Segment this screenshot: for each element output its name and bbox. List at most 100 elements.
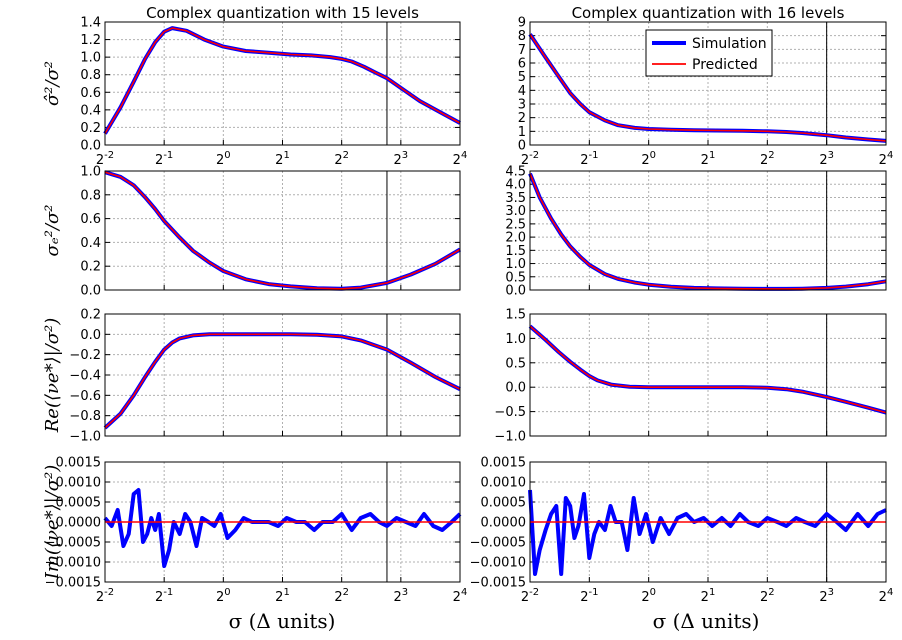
y-tick-label: 1.5 — [505, 308, 526, 323]
x-tick-label: 21 — [275, 587, 290, 605]
y-tick-label: 5 — [518, 70, 526, 85]
y-tick-label: −0.0005 — [45, 536, 101, 551]
axes-frame — [529, 21, 887, 146]
x-tick-label: 2-1 — [580, 587, 598, 605]
y-tick-label: 1.4 — [80, 16, 101, 31]
x-tick-label: 23 — [819, 587, 834, 605]
x-tick-label: 21 — [701, 150, 716, 168]
y-tick-label: 1.2 — [80, 33, 101, 48]
y-tick-label: −0.0010 — [470, 556, 526, 571]
x-tick-label: 24 — [879, 587, 894, 605]
x-tick-label: 22 — [760, 150, 775, 168]
x-tick-label: 21 — [275, 150, 290, 168]
y-tick-label: 0.0010 — [481, 476, 527, 491]
y-tick-label: 2 — [518, 111, 526, 126]
y-tick-label: 0.4 — [80, 103, 101, 118]
y-tick-label: 8 — [518, 29, 526, 44]
axes-frame — [104, 313, 461, 437]
x-tick-label: 23 — [819, 150, 834, 168]
y-tick-label: −0.0015 — [45, 576, 101, 591]
y-tick-label: 4.0 — [505, 178, 526, 193]
y-tick-label: 0.0 — [505, 284, 526, 299]
y-axis-label: σₑ²/σ² — [42, 204, 63, 256]
axes-frame — [104, 461, 461, 583]
y-tick-label: 6 — [518, 57, 526, 72]
y-tick-label: −0.0010 — [45, 556, 101, 571]
y-tick-label: 0 — [518, 139, 526, 154]
y-tick-label: −0.0005 — [470, 536, 526, 551]
y-tick-label: 1.0 — [80, 165, 101, 180]
y-tick-label: 0.0 — [80, 139, 101, 154]
x-tick-label: 2-2 — [521, 587, 539, 605]
y-tick-label: 0.5 — [505, 270, 526, 285]
y-tick-label: 3.0 — [505, 204, 526, 219]
predicted-series-line — [104, 333, 461, 429]
y-tick-label: 0.0015 — [56, 456, 102, 471]
y-tick-label: 0.0 — [80, 284, 101, 299]
y-tick-label: 0.0005 — [481, 496, 527, 511]
panel-r0c0: 0.00.20.40.60.81.01.21.42-2 2-1 20 21 22 23 24… — [42, 4, 467, 168]
y-tick-label: 2.0 — [505, 231, 526, 246]
y-tick-label: −0.2 — [69, 348, 101, 363]
y-tick-label: 1.0 — [505, 332, 526, 347]
x-tick-label: 20 — [216, 587, 231, 605]
axes-frame — [104, 170, 461, 291]
panel-r3c0: −0.0015 −0.0010 −0.0005 0.0000 0.0005 0.0010 0… — [42, 456, 467, 606]
predicted-series-line — [529, 173, 887, 290]
y-tick-label: 0.2 — [80, 308, 101, 323]
predicted-series-line — [104, 27, 461, 135]
legend-simulation-label: Simulation — [692, 36, 767, 52]
x-tick-label: 24 — [879, 150, 894, 168]
axes-frame — [529, 461, 887, 583]
y-axis-label: σ̂²/σ² — [42, 61, 63, 106]
y-tick-label: 0.0015 — [481, 456, 527, 471]
panels: 0.00.20.40.60.81.01.21.42-2 2-1 20 21 22 23 24… — [42, 4, 893, 605]
panel-r1c0: 0.0 0.2 0.4 0.6 0.8 1.0 σₑ²/σ² — [42, 165, 462, 299]
y-tick-label: −0.0015 — [470, 576, 526, 591]
x-tick-label: 2-1 — [155, 587, 173, 605]
predicted-series-line — [104, 171, 461, 290]
panel-title: Complex quantization with 16 levels — [572, 4, 845, 22]
y-tick-label: 0.0 — [505, 381, 526, 396]
predicted-series-line — [529, 325, 887, 414]
x-tick-label: 20 — [641, 587, 656, 605]
axes-frame — [104, 21, 461, 146]
y-tick-label: 1.5 — [505, 244, 526, 259]
simulation-series-line — [103, 332, 461, 430]
legend: Simulation Predicted — [645, 29, 773, 77]
x-tick-label: 22 — [334, 150, 349, 168]
y-tick-label: 1 — [518, 125, 526, 140]
x-axis-label-left: σ (Δ units) — [229, 609, 336, 633]
y-tick-label: 4.5 — [505, 165, 526, 180]
x-tick-label: 23 — [394, 587, 409, 605]
y-tick-label: −0.5 — [494, 405, 526, 420]
x-tick-label: 20 — [216, 150, 231, 168]
y-tick-label: 0.5 — [505, 356, 526, 371]
y-tick-label: 0.8 — [80, 188, 101, 203]
x-tick-label: 21 — [701, 587, 716, 605]
y-tick-label: 0.0005 — [56, 496, 102, 511]
axes-frame — [529, 313, 887, 437]
simulation-series-line — [103, 488, 462, 568]
y-tick-label: 0.6 — [80, 86, 101, 101]
y-axis-label: Re(⟨νe*⟩|/σ²) — [42, 318, 63, 434]
y-tick-label: 0.2 — [80, 121, 101, 136]
y-tick-label: 0.4 — [80, 236, 101, 251]
y-tick-label: −0.6 — [69, 389, 101, 404]
x-tick-label: 23 — [394, 150, 409, 168]
y-tick-label: 2.5 — [505, 217, 526, 232]
x-tick-label: 20 — [641, 150, 656, 168]
x-tick-label: 2-1 — [580, 150, 598, 168]
y-tick-label: 1.0 — [505, 257, 526, 272]
y-tick-label: 9 — [518, 16, 526, 31]
panel-r3c1: −0.0015 −0.0010 −0.0005 0.0000 0.0005 0.0010 0… — [470, 456, 894, 606]
y-tick-label: −0.8 — [69, 409, 101, 424]
x-tick-label: 24 — [453, 150, 468, 168]
legend-box — [645, 29, 773, 77]
y-tick-label: 3.5 — [505, 191, 526, 206]
y-axis-label: Im(⟨νe*⟩|/σ²) — [42, 465, 63, 581]
y-tick-label: 0.0010 — [56, 476, 102, 491]
y-tick-label: −0.4 — [69, 369, 101, 384]
